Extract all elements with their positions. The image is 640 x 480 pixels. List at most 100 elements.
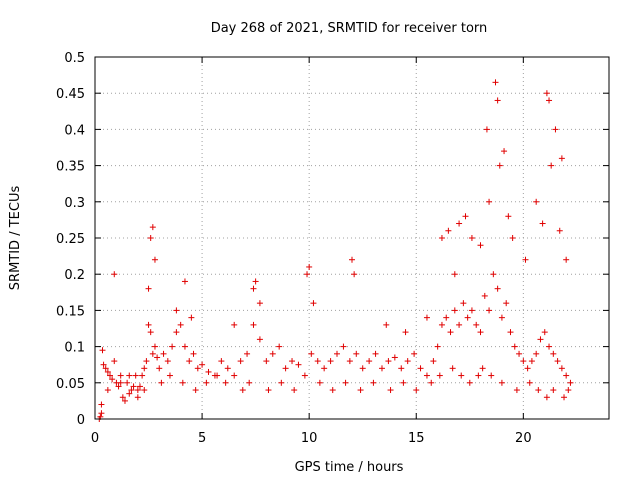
data-point [503, 300, 510, 307]
data-point [462, 213, 469, 220]
data-point [434, 343, 441, 350]
data-point [428, 379, 435, 386]
data-point [543, 90, 550, 97]
data-point [205, 368, 212, 375]
data-point [507, 329, 514, 336]
data-point [166, 372, 173, 379]
data-point [546, 97, 553, 104]
data-point [119, 394, 126, 401]
data-point [231, 372, 238, 379]
data-point [128, 387, 135, 394]
data-point [111, 271, 118, 278]
data-point [456, 220, 463, 227]
data-point [282, 365, 289, 372]
data-point [558, 365, 565, 372]
data-point [413, 387, 420, 394]
data-point [308, 350, 315, 357]
data-point [486, 307, 493, 314]
data-point [149, 224, 156, 231]
data-point [106, 372, 113, 379]
data-point [334, 350, 341, 357]
data-point [565, 387, 572, 394]
data-point [423, 314, 430, 321]
data-point [479, 365, 486, 372]
data-point [304, 271, 311, 278]
data-point [130, 383, 137, 390]
data-point [548, 162, 555, 169]
y-tick-label: 0.1 [64, 341, 85, 356]
data-point [563, 372, 570, 379]
data-point [188, 314, 195, 321]
axis-ticks [94, 56, 609, 420]
data-point [359, 365, 366, 372]
data-point [550, 350, 557, 357]
data-point [494, 97, 501, 104]
data-point [239, 387, 246, 394]
data-point [349, 256, 355, 263]
data-point [151, 343, 158, 350]
data-point [145, 321, 152, 328]
data-point [563, 256, 570, 263]
data-point [402, 329, 409, 336]
data-point [398, 365, 405, 372]
data-point [100, 361, 107, 368]
x-tick-labels: 0 5 10 15 20 [91, 431, 532, 446]
data-point [477, 329, 484, 336]
data-point [151, 256, 158, 263]
data-point [218, 358, 225, 365]
data-point [289, 358, 296, 365]
data-point [357, 387, 364, 394]
data-point [423, 372, 430, 379]
data-point [149, 350, 156, 357]
data-point [513, 387, 520, 394]
data-point [231, 321, 238, 328]
y-tick-label: 0.45 [56, 87, 85, 102]
data-point [141, 387, 148, 394]
data-point [179, 379, 186, 386]
data-point [501, 148, 508, 155]
data-point [147, 235, 154, 241]
data-point [160, 350, 167, 357]
data-point [327, 358, 334, 365]
data-point [524, 365, 531, 372]
data-point [291, 387, 298, 394]
data-point [141, 365, 148, 372]
data-point [222, 379, 229, 386]
data-point [535, 387, 542, 394]
data-point [301, 372, 308, 379]
data-point [314, 358, 321, 365]
y-tick-label: 0.5 [64, 51, 85, 66]
data-point [468, 235, 475, 241]
data-point [528, 358, 535, 365]
data-point [145, 285, 152, 292]
data-point [134, 387, 141, 394]
data-point [115, 383, 122, 390]
y-tick-label: 0 [77, 413, 85, 428]
data-point [387, 387, 394, 394]
data-point [181, 278, 188, 285]
data-point [445, 227, 452, 234]
data-point [391, 354, 398, 361]
data-point [468, 307, 475, 314]
data-point [505, 213, 512, 220]
data-point [481, 292, 488, 299]
data-point [351, 271, 358, 278]
data-point [449, 365, 456, 372]
data-point [164, 358, 171, 365]
data-point [346, 358, 353, 365]
data-point [173, 307, 180, 314]
data-point [136, 383, 143, 390]
data-point [316, 379, 323, 386]
data-point [520, 358, 527, 365]
data-point [310, 300, 317, 307]
data-point [126, 390, 133, 397]
data-point [496, 162, 503, 169]
data-point [342, 379, 349, 386]
data-point [460, 300, 467, 307]
x-tick-label: 10 [301, 431, 318, 446]
data-point [104, 387, 111, 394]
data-point [546, 343, 553, 350]
data-point [224, 365, 231, 372]
data-point [400, 379, 407, 386]
data-point [156, 365, 163, 372]
